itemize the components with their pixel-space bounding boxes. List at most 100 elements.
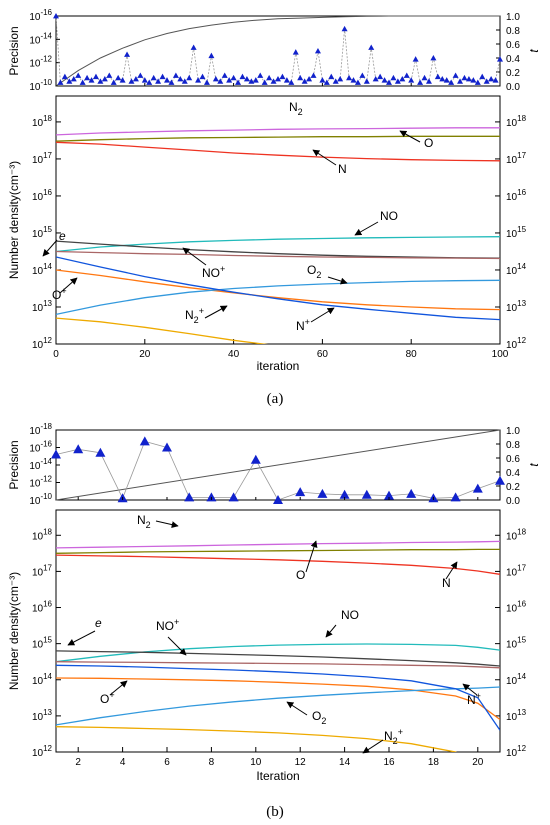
label-e: e xyxy=(59,229,66,243)
caption-a: (a) xyxy=(267,391,284,407)
density-xtick-label: 16 xyxy=(383,757,395,768)
density-ytick-label: 1015 xyxy=(32,636,53,651)
density-ytick-label: 1018 xyxy=(32,114,53,129)
density-xtick-label: 40 xyxy=(228,349,240,360)
precision-marker xyxy=(461,74,468,81)
precision-marker xyxy=(372,76,379,82)
precision-marker xyxy=(141,77,148,83)
precision-marker xyxy=(346,74,353,81)
precision-marker xyxy=(206,492,217,502)
precision-marker xyxy=(497,56,503,62)
density-xtick-label: 60 xyxy=(317,349,329,360)
precision-marker xyxy=(279,73,286,80)
t-curve xyxy=(55,429,501,501)
precision-line xyxy=(55,440,501,501)
precision-marker xyxy=(368,44,375,50)
precision-marker xyxy=(155,78,162,84)
precision-marker xyxy=(439,76,446,82)
precision-marker xyxy=(394,78,401,84)
precision-y2tick-label: 1.0 xyxy=(506,426,520,437)
precision-marker xyxy=(399,76,406,82)
density-ytick-label-right: 1013 xyxy=(506,299,527,314)
series-group xyxy=(56,127,500,344)
series-no xyxy=(56,236,500,253)
precision-marker xyxy=(172,72,179,78)
precision-marker xyxy=(319,77,326,83)
series-n2p xyxy=(56,726,457,752)
precision-marker xyxy=(386,79,392,85)
density-ytick-label-right: 1017 xyxy=(506,563,527,578)
density-ytick-label: 1015 xyxy=(32,225,53,240)
precision-marker xyxy=(275,76,281,82)
label-n2: N2 xyxy=(289,100,303,117)
precision-marker xyxy=(283,77,290,83)
precision-marker xyxy=(228,492,239,502)
precision-marker xyxy=(132,76,139,82)
density-ytick-label-right: 1018 xyxy=(506,114,527,129)
arrow-np xyxy=(462,683,478,696)
precision-marker xyxy=(146,79,153,85)
label-no: NO xyxy=(341,608,359,622)
precision-y2tick-label: 0.0 xyxy=(506,82,520,93)
precision-marker xyxy=(421,74,428,81)
precision-y2tick-label: 0.0 xyxy=(506,496,520,507)
precision-marker xyxy=(110,79,117,85)
series-o2 xyxy=(56,279,500,316)
precision-ytick-label: 10-10 xyxy=(29,78,52,93)
density-ytick-label: 1013 xyxy=(32,299,53,314)
label-n2p: N2+ xyxy=(384,727,403,746)
precision-marker xyxy=(266,74,273,81)
precision-y2label: t xyxy=(527,49,541,53)
precision-marker xyxy=(434,73,441,80)
density-xtick-label: 14 xyxy=(339,757,351,768)
density-ytick-label-right: 1015 xyxy=(506,225,527,240)
arrow-e xyxy=(67,630,96,646)
density-ytick-label: 1012 xyxy=(32,336,53,351)
precision-marker xyxy=(425,78,432,84)
arrow-n2p xyxy=(362,739,384,754)
density-ytick-label: 1017 xyxy=(32,151,53,166)
density-xtick-label: 12 xyxy=(295,757,307,768)
precision-marker xyxy=(350,77,357,83)
density-ytick-label-right: 1012 xyxy=(506,336,527,351)
precision-marker xyxy=(332,78,339,84)
series-group xyxy=(56,540,500,752)
precision-marker xyxy=(239,73,246,80)
precision-marker xyxy=(73,444,84,454)
density-ytick-label: 1014 xyxy=(32,262,53,277)
precision-marker xyxy=(184,492,195,502)
precision-marker xyxy=(95,447,106,457)
precision-marker xyxy=(472,483,483,493)
label-n: N xyxy=(338,162,347,176)
precision-marker xyxy=(53,13,59,19)
density-xtick-label: 80 xyxy=(406,349,418,360)
series-n2 xyxy=(56,127,500,136)
precision-ylabel: Precision xyxy=(7,26,21,75)
precision-marker xyxy=(70,76,77,82)
precision-marker xyxy=(292,49,299,55)
precision-ytick-label: 10-16 xyxy=(29,440,52,455)
arrow-np xyxy=(310,307,335,323)
precision-marker xyxy=(301,78,308,84)
precision-marker xyxy=(328,73,335,80)
precision-marker xyxy=(243,76,250,82)
precision-marker xyxy=(381,77,388,83)
precision-marker xyxy=(208,52,215,59)
arrow-n xyxy=(445,561,458,580)
precision-marker xyxy=(403,72,410,78)
arrow-nop xyxy=(182,247,207,266)
density-ytick-label: 1017 xyxy=(32,563,53,578)
precision-ytick-label: 10-16 xyxy=(29,8,52,23)
precision-marker xyxy=(417,79,424,85)
precision-marker xyxy=(488,76,495,82)
series-n xyxy=(56,141,500,162)
series-np xyxy=(56,256,500,321)
density-ytick-label-right: 1017 xyxy=(506,151,527,166)
density-frame xyxy=(55,95,501,345)
precision-marker xyxy=(323,79,330,85)
precision-ytick-label: 10-14 xyxy=(29,457,52,472)
density-frame xyxy=(55,509,501,753)
precision-marker xyxy=(359,72,366,78)
precision-marker xyxy=(139,436,150,446)
panel-b: 10-18 10-16 10-14 10-12 10-10 0.0 0.2 0.4 0.6 0.8… xyxy=(7,422,541,783)
